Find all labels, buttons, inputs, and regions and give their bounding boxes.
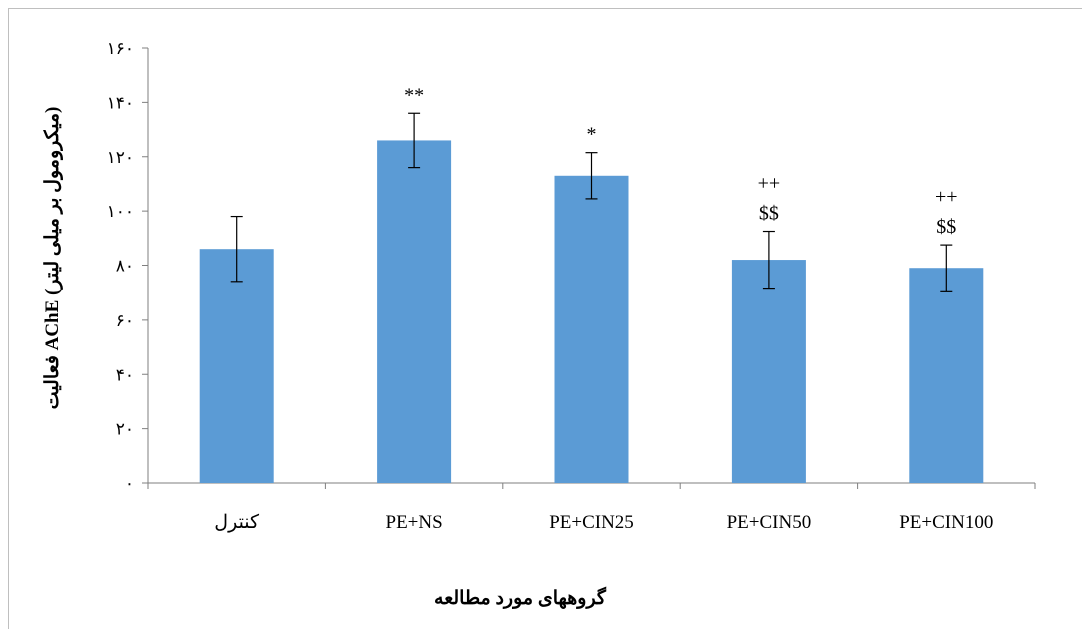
y-tick-label: ۱۰۰	[107, 202, 134, 221]
y-tick-label: ۱۲۰	[107, 148, 134, 167]
y-tick-label: ۶۰	[116, 311, 134, 330]
bar	[377, 140, 452, 483]
x-category-label: PE+CIN50	[727, 512, 812, 533]
y-tick-label: ۱۶۰	[107, 39, 134, 58]
bar	[199, 249, 274, 483]
y-tick-label: ۱۴۰	[107, 93, 134, 112]
significance-annotation: $$	[759, 203, 779, 225]
y-tick-label: ۲۰	[116, 420, 134, 439]
bar	[909, 268, 984, 483]
x-category-label: PE+CIN100	[899, 512, 993, 533]
significance-annotation: *	[587, 124, 597, 146]
significance-annotation: **	[404, 84, 424, 106]
x-axis-title: گروههای مورد مطالعه	[434, 586, 607, 609]
x-category-label: کنترل	[214, 512, 260, 533]
significance-annotation: $$	[936, 216, 956, 238]
bar	[554, 175, 629, 483]
frame-border-top	[8, 8, 1082, 9]
frame-border-left	[8, 8, 9, 629]
y-tick-label: ۴۰	[116, 365, 134, 384]
significance-annotation: ++	[935, 186, 958, 208]
significance-annotation: ++	[758, 173, 781, 195]
y-axis-title: فعالیت AChE (میکرومول بر میلی لیتر)	[42, 107, 63, 410]
y-tick-label: ۰	[125, 474, 134, 493]
bar	[731, 260, 806, 483]
x-category-label: PE+NS	[386, 512, 443, 533]
y-tick-label: ۸۰	[116, 257, 134, 276]
x-category-label: PE+CIN25	[549, 512, 634, 533]
